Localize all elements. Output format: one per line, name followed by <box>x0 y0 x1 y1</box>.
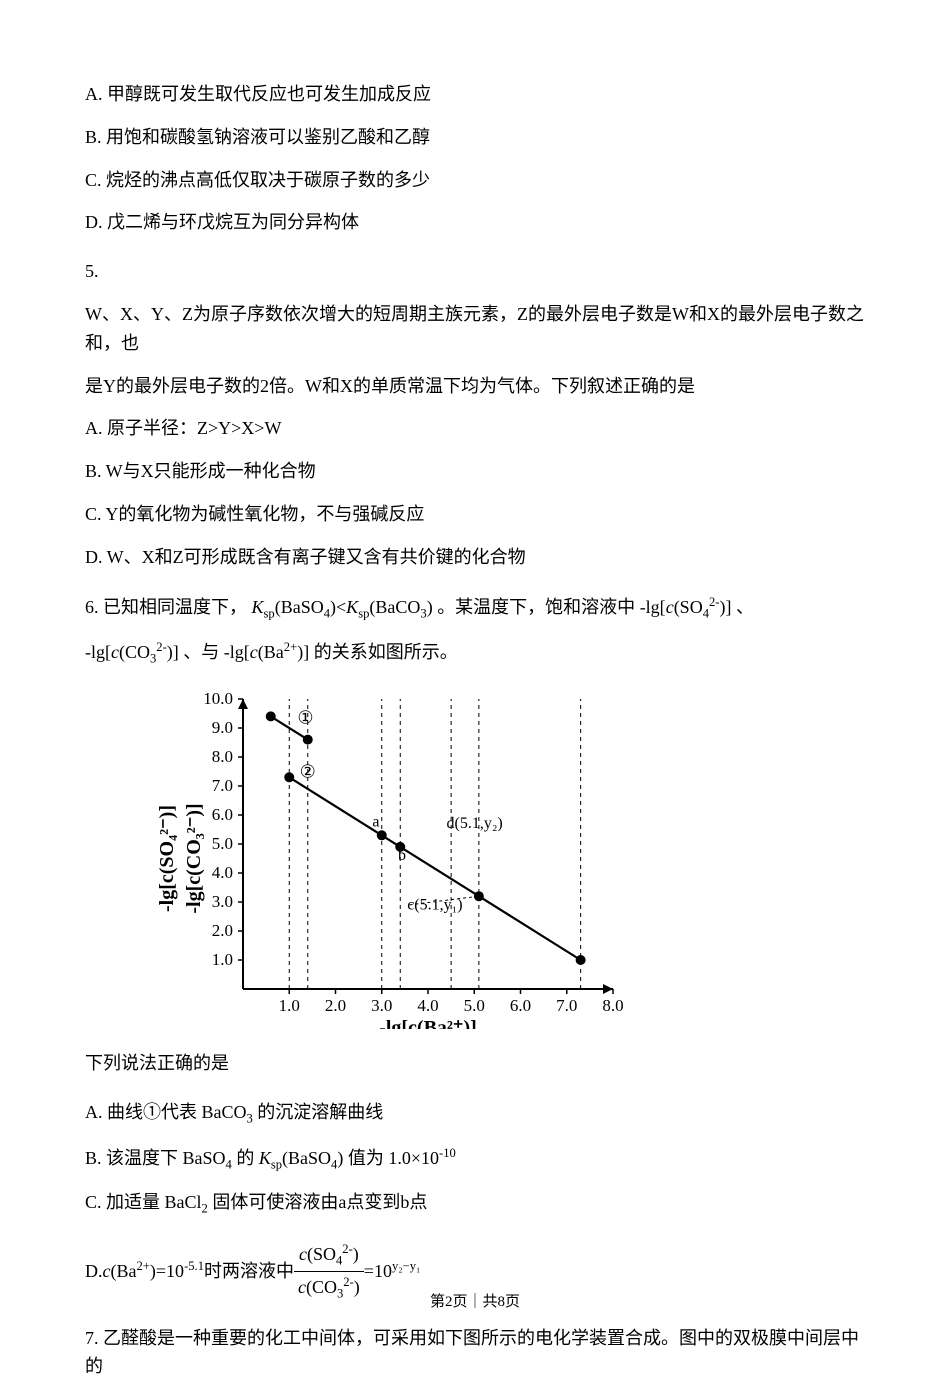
q6c-bacl2: BaCl2 <box>165 1192 208 1212</box>
q6d-pre: D. <box>85 1257 103 1286</box>
q6-option-b: B. 该温度下 BaSO4 的 Ksp(BaSO4) 值为 1.0×10-10 <box>85 1143 865 1175</box>
q6d-mid: 时两溶液中 <box>204 1257 294 1286</box>
q5-stem-1: W、X、Y、Z为原子序数依次增大的短周期主族元素，Z的最外层电子数是W和X的最外… <box>85 300 865 358</box>
svg-text:①: ① <box>297 708 313 728</box>
svg-text:3.0: 3.0 <box>371 996 392 1015</box>
q5-stem-2: 是Y的最外层电子数的2倍。W和X的单质常温下均为气体。下列叙述正确的是 <box>85 372 865 401</box>
svg-text:6.0: 6.0 <box>212 805 233 824</box>
q6-l2-mid: 、与 <box>183 642 219 662</box>
q6b-post: 值为 <box>348 1148 384 1168</box>
svg-text:2.0: 2.0 <box>212 921 233 940</box>
q6b-mid: 的 <box>236 1148 254 1168</box>
q6c-pre: C. 加适量 <box>85 1192 160 1212</box>
q6-mid2: 、 <box>736 597 754 617</box>
q6b-baso4: BaSO4 <box>183 1148 232 1168</box>
chart-svg: 1.0 2.0 3.0 4.0 5.0 6.0 7.0 8.0 9.0 10.0 1.0 2.0 3.0… <box>155 689 635 1029</box>
svg-text:3.0: 3.0 <box>212 892 233 911</box>
svg-text:7.0: 7.0 <box>556 996 577 1015</box>
svg-text:4.0: 4.0 <box>417 996 438 1015</box>
svg-text:1.0: 1.0 <box>212 950 233 969</box>
svg-text:-lg[c(Ba²⁺)]: -lg[c(Ba²⁺)] <box>379 1017 477 1029</box>
svg-text:②: ② <box>300 761 316 781</box>
q6-l2-end: 的关系如图所示。 <box>314 642 458 662</box>
q6-mid1: 。某温度下，饱和溶液中 <box>437 597 635 617</box>
q6d-lhs: c(Ba2+)=10-5.1 <box>103 1256 205 1286</box>
q6b-val: 1.0×10-10 <box>388 1148 455 1168</box>
svg-text:4.0: 4.0 <box>212 863 233 882</box>
q6b-pre: B. 该温度下 <box>85 1148 178 1168</box>
svg-text:5.0: 5.0 <box>464 996 485 1015</box>
q5-option-c: C. Y的氧化物为碱性氧化物，不与强碱反应 <box>85 500 865 529</box>
svg-text:6.0: 6.0 <box>510 996 531 1015</box>
q6-stem-line2: -lg[c(CO32-)] 、与 -lg[c(Ba2+)] 的关系如图所示。 <box>85 637 865 669</box>
q6-chart: 1.0 2.0 3.0 4.0 5.0 6.0 7.0 8.0 9.0 10.0 1.0 2.0 3.0… <box>155 689 635 1029</box>
svg-text:1.0: 1.0 <box>279 996 300 1015</box>
svg-text:5.0: 5.0 <box>212 834 233 853</box>
q6-after-chart: 下列说法正确的是 <box>85 1049 865 1078</box>
q6a-post: 的沉淀溶解曲线 <box>257 1102 383 1122</box>
q6-lg-ba: -lg[c(Ba2+)] <box>224 642 309 662</box>
svg-text:8.0: 8.0 <box>602 996 623 1015</box>
q6-prefix: 6. 已知相同温度下， <box>85 597 247 617</box>
q6c-post: 固体可使溶液由a点变到b点 <box>212 1192 427 1212</box>
svg-text:b: b <box>398 847 406 864</box>
q5-option-b: B. W与X只能形成一种化合物 <box>85 457 865 486</box>
q5-option-d: D. W、X和Z可形成既含有离子键又含有共价键的化合物 <box>85 543 865 572</box>
page-footer: 第2页｜共8页 <box>0 1290 950 1314</box>
q6-option-c: C. 加适量 BaCl2 固体可使溶液由a点变到b点 <box>85 1188 865 1219</box>
q5-option-a: A. 原子半径：Z>Y>X>W <box>85 414 865 443</box>
q6d-rhs: =10y₂−y₁ <box>364 1256 421 1286</box>
q6-lg-so4: -lg[c(SO42-)] <box>640 597 732 617</box>
svg-text:7.0: 7.0 <box>212 776 233 795</box>
q4-option-a: A. 甲醇既可发生取代反应也可发生加成反应 <box>85 80 865 109</box>
q6-stem-line1: 6. 已知相同温度下， Ksp(BaSO4)<Ksp(BaCO3) 。某温度下，… <box>85 592 865 624</box>
svg-text:-lg[c(CO₃²⁻)]: -lg[c(CO₃²⁻)] <box>183 803 205 913</box>
q6a-baco3: BaCO3 <box>202 1102 253 1122</box>
svg-text:9.0: 9.0 <box>212 718 233 737</box>
q4-option-c: C. 烷烃的沸点高低仅取决于碳原子数的多少 <box>85 166 865 195</box>
q4-option-b: B. 用饱和碳酸氢钠溶液可以鉴别乙酸和乙醇 <box>85 123 865 152</box>
svg-text:10.0: 10.0 <box>203 689 233 708</box>
q6-option-a: A. 曲线①代表 BaCO3 的沉淀溶解曲线 <box>85 1098 865 1129</box>
svg-text:8.0: 8.0 <box>212 747 233 766</box>
q4-option-d: D. 戊二烯与环戊烷互为同分异构体 <box>85 208 865 237</box>
q5-number: 5. <box>85 257 865 286</box>
q6a-pre: A. 曲线①代表 <box>85 1102 197 1122</box>
svg-text:2.0: 2.0 <box>325 996 346 1015</box>
svg-text:a: a <box>372 814 379 831</box>
q6b-ksp: Ksp(BaSO4) <box>259 1148 344 1168</box>
q7-stem: 7. 乙醛酸是一种重要的化工中间体，可采用如下图所示的电化学装置合成。图中的双极… <box>85 1324 865 1381</box>
svg-text:d(5.1,y₂): d(5.1,y₂) <box>447 815 503 832</box>
svg-text:-lg[c(SO₄²⁻)]: -lg[c(SO₄²⁻)] <box>156 805 178 912</box>
q6-lg-co3: -lg[c(CO32-)] <box>85 642 179 662</box>
svg-text:c(5.1,y₁): c(5.1,y₁) <box>407 896 462 913</box>
q6-ksp-ineq: Ksp(BaSO4)<Ksp(BaCO3) <box>252 597 433 617</box>
